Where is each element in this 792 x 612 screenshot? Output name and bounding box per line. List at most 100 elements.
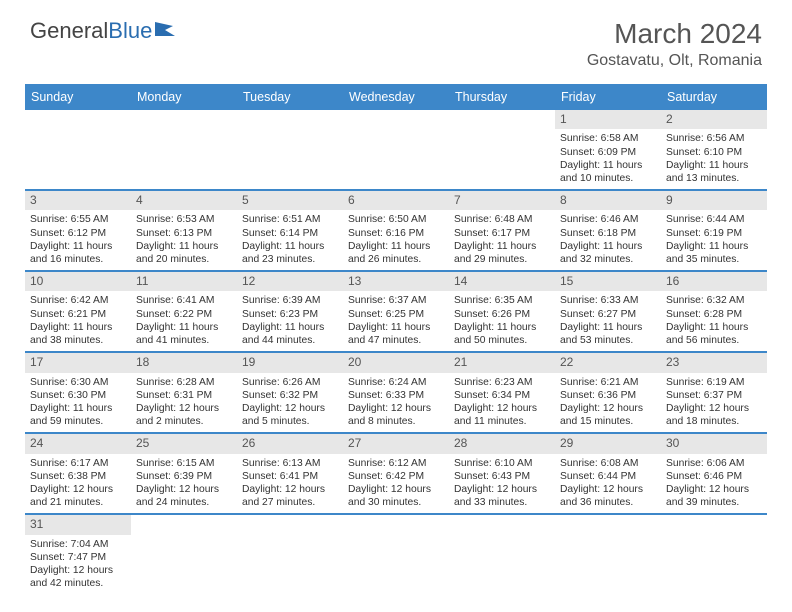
sunset-text: Sunset: 6:42 PM [348,470,444,483]
day-cell [343,515,449,594]
sunset-text: Sunset: 6:16 PM [348,227,444,240]
day-cell: 29Sunrise: 6:08 AMSunset: 6:44 PMDayligh… [555,434,661,513]
sunset-text: Sunset: 6:41 PM [242,470,338,483]
sunrise-text: Sunrise: 6:51 AM [242,213,338,226]
day-number: 1 [555,110,661,129]
daylight-text: Daylight: 12 hours and 18 minutes. [666,402,762,428]
day-number: 19 [237,353,343,372]
daylight-text: Daylight: 11 hours and 32 minutes. [560,240,656,266]
day-number: 22 [555,353,661,372]
day-cell: 1Sunrise: 6:58 AMSunset: 6:09 PMDaylight… [555,110,661,189]
sunrise-text: Sunrise: 6:41 AM [136,294,232,307]
sunset-text: Sunset: 6:44 PM [560,470,656,483]
day-number [237,110,343,129]
day-number: 10 [25,272,131,291]
day-cell: 21Sunrise: 6:23 AMSunset: 6:34 PMDayligh… [449,353,555,432]
sunrise-text: Sunrise: 6:37 AM [348,294,444,307]
sunset-text: Sunset: 6:12 PM [30,227,126,240]
day-cell [131,110,237,189]
day-cell: 4Sunrise: 6:53 AMSunset: 6:13 PMDaylight… [131,191,237,270]
day-number: 6 [343,191,449,210]
sunset-text: Sunset: 6:32 PM [242,389,338,402]
sunset-text: Sunset: 6:46 PM [666,470,762,483]
daylight-text: Daylight: 11 hours and 16 minutes. [30,240,126,266]
day-number [131,515,237,534]
day-number: 8 [555,191,661,210]
day-cell: 15Sunrise: 6:33 AMSunset: 6:27 PMDayligh… [555,272,661,351]
daylight-text: Daylight: 11 hours and 53 minutes. [560,321,656,347]
sunrise-text: Sunrise: 6:30 AM [30,376,126,389]
sunrise-text: Sunrise: 6:32 AM [666,294,762,307]
day-number: 23 [661,353,767,372]
week-row: 31Sunrise: 7:04 AMSunset: 7:47 PMDayligh… [25,515,767,594]
day-number: 9 [661,191,767,210]
daylight-text: Daylight: 12 hours and 5 minutes. [242,402,338,428]
sunrise-text: Sunrise: 6:39 AM [242,294,338,307]
sunset-text: Sunset: 6:36 PM [560,389,656,402]
sunset-text: Sunset: 6:26 PM [454,308,550,321]
sunrise-text: Sunrise: 6:24 AM [348,376,444,389]
sunrise-text: Sunrise: 6:17 AM [30,457,126,470]
day-number [343,515,449,534]
day-cell: 6Sunrise: 6:50 AMSunset: 6:16 PMDaylight… [343,191,449,270]
week-row: 1Sunrise: 6:58 AMSunset: 6:09 PMDaylight… [25,110,767,191]
daylight-text: Daylight: 11 hours and 35 minutes. [666,240,762,266]
day-cell [661,515,767,594]
day-cell: 31Sunrise: 7:04 AMSunset: 7:47 PMDayligh… [25,515,131,594]
sunrise-text: Sunrise: 6:26 AM [242,376,338,389]
dayname: Friday [555,84,661,110]
sunrise-text: Sunrise: 7:04 AM [30,538,126,551]
daylight-text: Daylight: 12 hours and 39 minutes. [666,483,762,509]
day-number [661,515,767,534]
day-cell: 3Sunrise: 6:55 AMSunset: 6:12 PMDaylight… [25,191,131,270]
day-cell: 17Sunrise: 6:30 AMSunset: 6:30 PMDayligh… [25,353,131,432]
daylight-text: Daylight: 11 hours and 26 minutes. [348,240,444,266]
day-cell: 28Sunrise: 6:10 AMSunset: 6:43 PMDayligh… [449,434,555,513]
sunrise-text: Sunrise: 6:44 AM [666,213,762,226]
sunset-text: Sunset: 6:09 PM [560,146,656,159]
sunrise-text: Sunrise: 6:46 AM [560,213,656,226]
logo-text-2: Blue [108,18,152,44]
daylight-text: Daylight: 12 hours and 30 minutes. [348,483,444,509]
week-row: 3Sunrise: 6:55 AMSunset: 6:12 PMDaylight… [25,191,767,272]
day-cell: 10Sunrise: 6:42 AMSunset: 6:21 PMDayligh… [25,272,131,351]
sunrise-text: Sunrise: 6:53 AM [136,213,232,226]
day-cell: 8Sunrise: 6:46 AMSunset: 6:18 PMDaylight… [555,191,661,270]
day-cell: 25Sunrise: 6:15 AMSunset: 6:39 PMDayligh… [131,434,237,513]
sunrise-text: Sunrise: 6:48 AM [454,213,550,226]
day-cell: 30Sunrise: 6:06 AMSunset: 6:46 PMDayligh… [661,434,767,513]
day-cell: 20Sunrise: 6:24 AMSunset: 6:33 PMDayligh… [343,353,449,432]
day-cell: 22Sunrise: 6:21 AMSunset: 6:36 PMDayligh… [555,353,661,432]
daylight-text: Daylight: 11 hours and 13 minutes. [666,159,762,185]
sunset-text: Sunset: 6:33 PM [348,389,444,402]
day-cell: 11 Sunrise: 6:41 AMSunset: 6:22 PMDayligh… [131,272,237,351]
daylight-text: Daylight: 12 hours and 27 minutes. [242,483,338,509]
day-number [555,515,661,534]
day-cell: 23Sunrise: 6:19 AMSunset: 6:37 PMDayligh… [661,353,767,432]
flag-icon [155,18,177,44]
day-cell: 27Sunrise: 6:12 AMSunset: 6:42 PMDayligh… [343,434,449,513]
day-number [449,515,555,534]
day-number: 4 [131,191,237,210]
day-number: 2 [661,110,767,129]
daylight-text: Daylight: 12 hours and 11 minutes. [454,402,550,428]
calendar: Sunday Monday Tuesday Wednesday Thursday… [25,84,767,594]
daylight-text: Daylight: 11 hours and 41 minutes. [136,321,232,347]
daylight-text: Daylight: 12 hours and 2 minutes. [136,402,232,428]
sunrise-text: Sunrise: 6:12 AM [348,457,444,470]
day-cell [449,515,555,594]
sunset-text: Sunset: 6:39 PM [136,470,232,483]
day-number: 12 [237,272,343,291]
header: GeneralBlue March 2024 Gostavatu, Olt, R… [0,0,792,78]
sunset-text: Sunset: 6:22 PM [136,308,232,321]
sunrise-text: Sunrise: 6:15 AM [136,457,232,470]
day-cell [555,515,661,594]
day-cell [25,110,131,189]
day-number: 11 [131,272,237,291]
day-cell: 7Sunrise: 6:48 AMSunset: 6:17 PMDaylight… [449,191,555,270]
dayname: Saturday [661,84,767,110]
sunrise-text: Sunrise: 6:33 AM [560,294,656,307]
daylight-text: Daylight: 11 hours and 56 minutes. [666,321,762,347]
sunrise-text: Sunrise: 6:42 AM [30,294,126,307]
day-cell: 14Sunrise: 6:35 AMSunset: 6:26 PMDayligh… [449,272,555,351]
